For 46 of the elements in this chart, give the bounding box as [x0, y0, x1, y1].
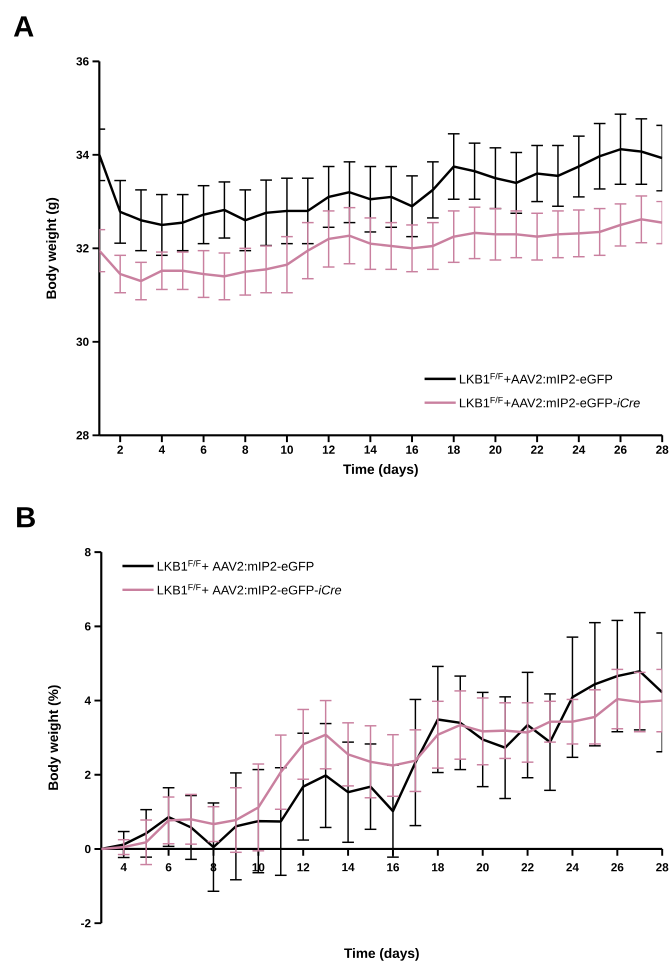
y-axis-title: Body weight (%) [48, 685, 61, 790]
y-tick-label: 36 [76, 57, 89, 66]
legend-label: LKB1$^{F/F}$+ AAV2:mIP2-eGFP [158, 560, 314, 571]
y-axis-title: Body weight (g) [46, 198, 59, 299]
x-tick-label: 6 [166, 863, 172, 872]
x-tick-label: 22 [522, 863, 534, 872]
x-tick-label: 20 [489, 446, 502, 454]
y-tick-label: 34 [76, 150, 90, 159]
x-tick-label: 22 [531, 446, 544, 454]
x-tick-label: 18 [448, 446, 460, 454]
x-tick-label: 12 [322, 446, 335, 454]
x-tick-label: 16 [387, 863, 400, 872]
x-tick-label: 6 [200, 446, 206, 454]
x-tick-label: 28 [656, 863, 668, 872]
x-tick-label: 26 [611, 863, 624, 872]
x-tick-label: 28 [656, 446, 668, 454]
x-tick-label: 24 [566, 863, 579, 872]
y-tick-label: 32 [76, 244, 89, 252]
x-tick-label: 4 [158, 446, 166, 454]
x-tick-label: 2 [117, 446, 123, 454]
x-tick-label: 14 [342, 863, 355, 872]
legend-label: LKB1$^{F/F}$+AAV2:mIP2-eGFP [460, 372, 612, 384]
x-tick-label: 20 [476, 863, 489, 872]
y-tick-label: 0 [85, 844, 91, 854]
y-tick-label: 6 [84, 622, 91, 630]
x-tick-label: 26 [614, 446, 627, 454]
y-tick-label: 8 [84, 548, 91, 556]
x-tick-label: 12 [297, 863, 310, 872]
x-axis-title: Time (days) [344, 948, 419, 961]
y-tick-label: 2 [84, 770, 91, 779]
y-tick-label: 28 [76, 431, 89, 440]
y-tick-label: 30 [76, 338, 89, 346]
x-tick-label: 14 [364, 446, 377, 454]
chart-title: B [17, 507, 35, 528]
y-tick-label: 4 [84, 696, 91, 705]
x-axis-title: Time (days) [343, 464, 418, 477]
x-tick-label: 10 [281, 446, 293, 454]
y-tick-label: -2 [81, 919, 91, 928]
x-tick-label: 16 [406, 446, 418, 454]
x-tick-label: 8 [242, 446, 248, 454]
legend-label: LKB1$^{F/F}$+ AAV2:mIP2-eGFP-iCre [158, 584, 342, 595]
chart-title: A [14, 16, 34, 36]
x-tick-label: 18 [432, 863, 444, 872]
legend-label: LKB1$^{F/F}$+AAV2:mIP2-eGFP-iCre [460, 396, 640, 408]
x-tick-label: 24 [572, 446, 586, 454]
x-tick-label: 4 [120, 863, 127, 872]
